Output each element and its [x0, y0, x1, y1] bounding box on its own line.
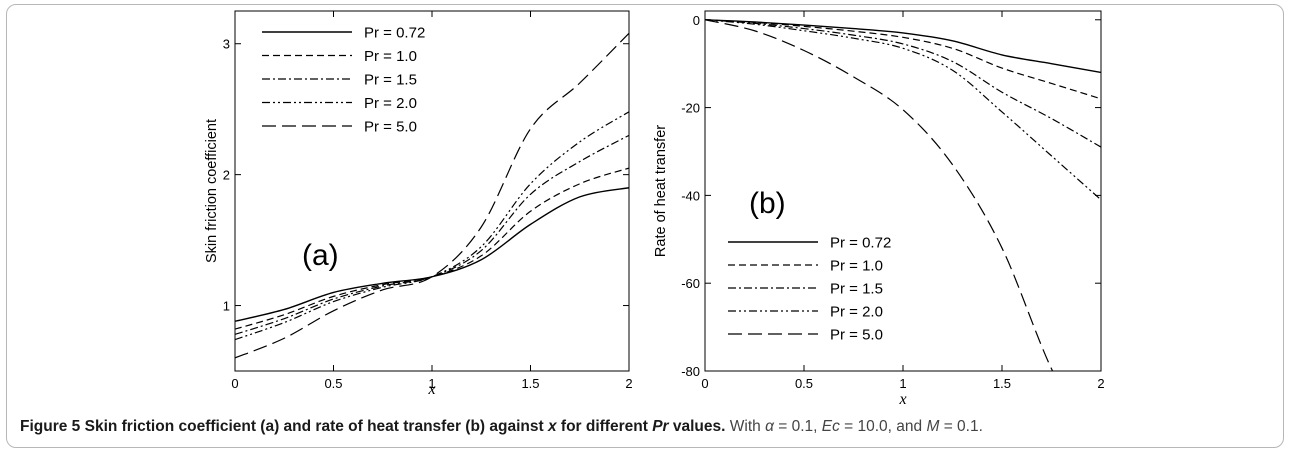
panel-a-legend-label: Pr = 5.0 — [364, 119, 417, 136]
panel-b-series — [705, 19, 1101, 371]
panel-b-legend-label: Pr = 0.72 — [830, 235, 891, 252]
panel-b-series-line-5 — [705, 19, 1054, 371]
caption-title-var: x — [547, 418, 557, 435]
panel-a-series-line-1 — [235, 187, 629, 322]
panel-b: 0 0.5 1 1.5 2 0 -20 -40 -60 -80 Pr = 0.72 Pr = 1.0… — [653, 10, 1105, 408]
panel-b-series-line-4 — [705, 19, 1101, 201]
panel-a-xtick-label: 0 — [231, 376, 238, 391]
panel-a-series-line-5 — [235, 32, 629, 359]
panel-b-ticks: 0 0.5 1 1.5 2 0 -20 -40 -60 -80 — [681, 11, 1105, 391]
panel-a-xtick-label: 1.5 — [521, 376, 539, 391]
panel-a-legend-label: Pr = 1.0 — [364, 48, 417, 65]
panel-b-series-line-3 — [705, 19, 1101, 148]
panel-b-xtick-label: 2 — [1097, 376, 1104, 391]
panel-b-xtick-label: 1.5 — [993, 376, 1011, 391]
caption-label: Figure 5 — [20, 418, 81, 435]
panel-b-series-line-2 — [705, 19, 1101, 100]
panel-b-ytick-label: -80 — [681, 364, 700, 379]
panel-b-legend: Pr = 0.72 Pr = 1.0 Pr = 1.5 Pr = 2.0 Pr = 5.… — [728, 235, 891, 344]
panel-b-xtick-label: 1 — [899, 376, 906, 391]
panel-a-xtick-label: 2 — [625, 376, 632, 391]
caption-ec-val: = 10.0, and — [844, 418, 923, 435]
panel-a-ylabel: Skin friction coefficient — [204, 119, 220, 263]
caption-title-pre: Skin friction coefficient (a) and rate o… — [84, 418, 544, 435]
caption-alpha-sym: α — [765, 418, 774, 435]
panel-b-label: (b) — [749, 187, 786, 220]
panel-b-ytick-label: -20 — [681, 101, 700, 116]
caption-title-post: values. — [672, 418, 726, 435]
panel-a-legend-label: Pr = 1.5 — [364, 72, 417, 89]
caption-alpha-val: = 0.1, — [778, 418, 818, 435]
panel-a-series-line-4 — [235, 111, 629, 341]
panel-b-ytick-label: -60 — [681, 276, 700, 291]
panel-b-series-line-1 — [705, 19, 1101, 74]
panel-a-xtick-label: 1 — [428, 376, 435, 391]
panel-b-xlabel: x — [898, 391, 906, 408]
panel-a-ytick-label: 3 — [223, 37, 230, 52]
panel-a-xtick-label: 0.5 — [324, 376, 342, 391]
panel-a-legend-label: Pr = 2.0 — [364, 95, 417, 112]
panel-b-legend-label: Pr = 5.0 — [830, 327, 883, 344]
panel-a-ticks: 0 0.5 1 1.5 2 1 2 3 — [223, 11, 633, 391]
caption-m-sym: M — [926, 418, 940, 435]
figure-frame — [6, 4, 1284, 448]
panel-b-xtick-label: 0.5 — [795, 376, 813, 391]
panel-a-xlabel: x — [427, 381, 435, 398]
panel-b-xtick-label: 0 — [701, 376, 708, 391]
caption-m-val: = 0.1. — [943, 418, 983, 435]
panel-a-axes-frame — [234, 10, 630, 372]
panel-a-series-line-2 — [235, 167, 629, 330]
panel-a-series-line-3 — [235, 134, 629, 335]
panel-b-legend-label: Pr = 1.5 — [830, 281, 883, 298]
caption-ec-sym: Ec — [821, 418, 840, 435]
panel-a-legend: Pr = 0.72 Pr = 1.0 Pr = 1.5 Pr = 2.0 Pr = 5.… — [262, 25, 425, 136]
caption-with: With — [729, 418, 761, 435]
panel-b-ytick-label: 0 — [693, 13, 700, 28]
panel-b-ytick-label: -40 — [681, 188, 700, 203]
panel-b-legend-label: Pr = 2.0 — [830, 304, 883, 321]
caption-title-mid: for different — [560, 418, 648, 435]
panel-b-ylabel: Rate of heat transfer — [653, 125, 669, 257]
caption-title-var2: Pr — [652, 418, 669, 435]
panel-a-series — [235, 32, 629, 359]
figure-caption: Figure 5 Skin friction coefficient (a) a… — [20, 418, 983, 436]
panel-a-ytick-label: 2 — [223, 168, 230, 183]
panel-a-legend-label: Pr = 0.72 — [364, 25, 425, 42]
panel-a-ytick-label: 1 — [223, 299, 230, 314]
panel-a-label: (a) — [302, 239, 339, 272]
panel-b-legend-label: Pr = 1.0 — [830, 258, 883, 275]
